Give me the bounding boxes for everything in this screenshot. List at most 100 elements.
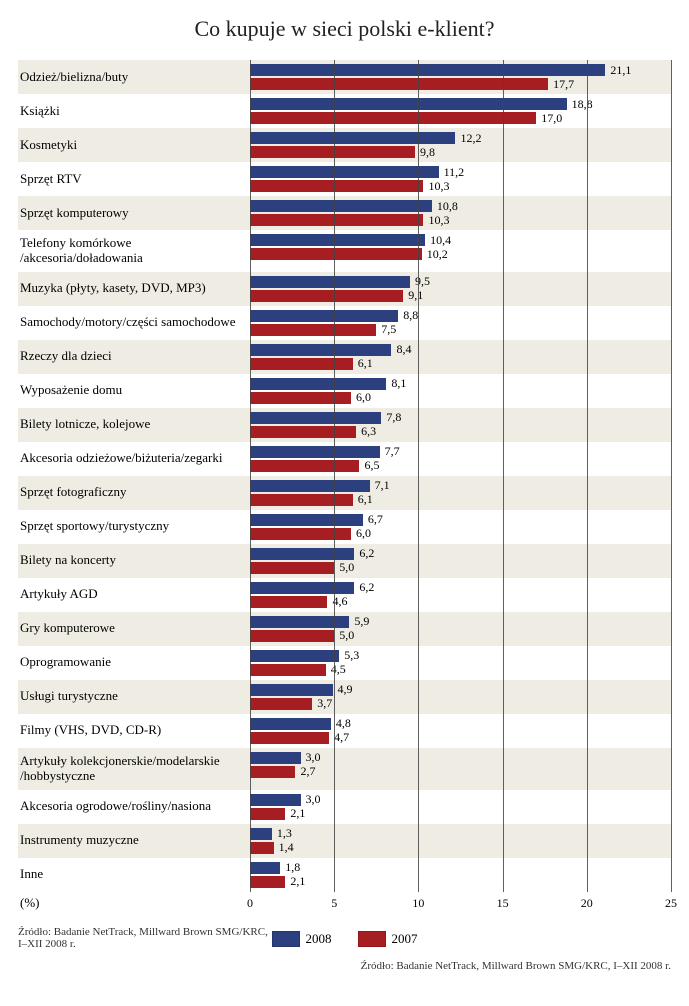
bar-fill (250, 582, 354, 594)
category-label: Bilety lotnicze, kolejowe (18, 408, 250, 442)
bar-a: 7,7 (250, 446, 671, 458)
category-bars: 8,16,0 (250, 374, 671, 408)
bar-value: 2,1 (290, 806, 305, 821)
bar-fill (250, 234, 425, 246)
bar-fill (250, 412, 381, 424)
category-label: Artykuły kolekcjonerskie/modelarskie /ho… (18, 748, 250, 790)
bar-fill (250, 460, 359, 472)
bar-value: 8,1 (391, 376, 406, 391)
bar-fill (250, 548, 354, 560)
bar-a: 3,0 (250, 794, 671, 806)
category-bars: 3,02,1 (250, 790, 671, 824)
bar-a: 6,7 (250, 514, 671, 526)
bar-fill (250, 446, 380, 458)
bar-value: 17,7 (553, 77, 574, 92)
category-row: Oprogramowanie5,34,5 (18, 646, 671, 680)
bar-fill (250, 876, 285, 888)
bar-fill (250, 828, 272, 840)
category-bars: 7,76,5 (250, 442, 671, 476)
category-label: Sprzęt fotograficzny (18, 476, 250, 510)
bar-value: 4,9 (338, 682, 353, 697)
bar-a: 3,0 (250, 752, 671, 764)
bar-value: 3,0 (306, 750, 321, 765)
category-bars: 4,93,7 (250, 680, 671, 714)
bar-a: 12,2 (250, 132, 671, 144)
bar-b: 1,4 (250, 842, 671, 854)
bar-value: 7,5 (381, 322, 396, 337)
bar-value: 6,2 (359, 580, 374, 595)
category-label: Usługi turystyczne (18, 680, 250, 714)
category-row: Artykuły kolekcjonerskie/modelarskie /ho… (18, 748, 671, 790)
bar-fill (250, 808, 285, 820)
bar-fill (250, 514, 363, 526)
bar-b: 10,3 (250, 180, 671, 192)
category-label: Inne (18, 858, 250, 892)
category-row: Inne1,82,1 (18, 858, 671, 892)
category-row: Filmy (VHS, DVD, CD-R)4,84,7 (18, 714, 671, 748)
bar-value: 6,2 (359, 546, 374, 561)
category-row: Sprzęt RTV11,210,3 (18, 162, 671, 196)
bar-value: 10,4 (430, 233, 451, 248)
category-row: Bilety lotnicze, kolejowe7,86,3 (18, 408, 671, 442)
bar-fill (250, 480, 370, 492)
bar-value: 9,1 (408, 288, 423, 303)
bar-a: 21,1 (250, 64, 671, 76)
bar-fill (250, 344, 391, 356)
category-bars: 1,31,4 (250, 824, 671, 858)
chart-title: Co kupuje w sieci polski e-klient? (18, 16, 671, 42)
bar-value: 9,5 (415, 274, 430, 289)
bar-value: 21,1 (610, 63, 631, 78)
bar-value: 4,5 (331, 662, 346, 677)
category-bars: 1,82,1 (250, 858, 671, 892)
x-tick-label: 10 (412, 896, 424, 911)
category-row: Bilety na koncerty6,25,0 (18, 544, 671, 578)
category-row: Muzyka (płyty, kasety, DVD, MP3)9,59,1 (18, 272, 671, 306)
bar-a: 1,3 (250, 828, 671, 840)
bar-value: 3,0 (306, 792, 321, 807)
bar-b: 6,1 (250, 358, 671, 370)
bar-fill (250, 310, 398, 322)
category-bars: 6,25,0 (250, 544, 671, 578)
bar-fill (250, 528, 351, 540)
category-row: Telefony komórkowe /akcesoria/doładowani… (18, 230, 671, 272)
category-bars: 10,810,3 (250, 196, 671, 230)
bar-fill (250, 596, 327, 608)
category-bars: 8,46,1 (250, 340, 671, 374)
bar-fill (250, 180, 423, 192)
bar-fill (250, 732, 329, 744)
bar-b: 5,0 (250, 630, 671, 642)
category-row: Kosmetyki12,29,8 (18, 128, 671, 162)
bar-value: 5,0 (339, 628, 354, 643)
bar-value: 11,2 (444, 165, 465, 180)
bar-value: 6,5 (364, 458, 379, 473)
bar-value: 2,1 (290, 874, 305, 889)
bar-fill (250, 842, 274, 854)
bar-value: 5,3 (344, 648, 359, 663)
legend-swatch (358, 931, 386, 947)
bar-fill (250, 494, 353, 506)
bar-a: 4,9 (250, 684, 671, 696)
category-label: Książki (18, 94, 250, 128)
bar-b: 7,5 (250, 324, 671, 336)
category-bars: 9,59,1 (250, 272, 671, 306)
bar-b: 3,7 (250, 698, 671, 710)
category-label: Rzeczy dla dzieci (18, 340, 250, 374)
bar-value: 4,8 (336, 716, 351, 731)
bar-value: 10,3 (428, 213, 449, 228)
bar-a: 7,1 (250, 480, 671, 492)
bar-value: 10,3 (428, 179, 449, 194)
category-row: Gry komputerowe5,95,0 (18, 612, 671, 646)
bar-b: 9,1 (250, 290, 671, 302)
x-tick-label: 0 (247, 896, 253, 911)
x-axis-ticks: 0510152025 (250, 894, 671, 914)
category-bars: 18,817,0 (250, 94, 671, 128)
bar-value: 6,0 (356, 526, 371, 541)
category-row: Wyposażenie domu8,16,0 (18, 374, 671, 408)
category-row: Sprzęt komputerowy10,810,3 (18, 196, 671, 230)
legend-label: 2007 (392, 931, 418, 947)
category-label: Gry komputerowe (18, 612, 250, 646)
x-tick-label: 15 (497, 896, 509, 911)
category-bars: 11,210,3 (250, 162, 671, 196)
category-label: Artykuły AGD (18, 578, 250, 612)
bar-chart: Odzież/bielizna/buty21,117,7Książki18,81… (18, 60, 671, 914)
